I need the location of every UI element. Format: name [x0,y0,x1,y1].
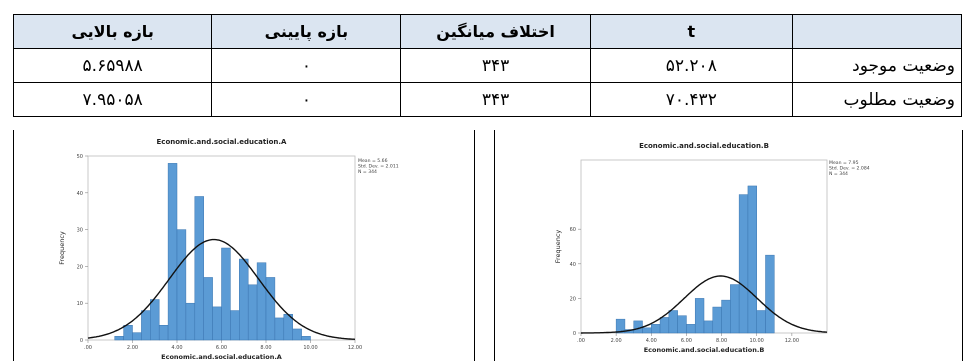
statistics-table: t اختلاف میانگین بازه پایینی بازه بالایی… [12,14,963,117]
histogram-bar [694,298,705,334]
histogram-bar [765,254,775,334]
cell-lower-bound: ۰ [211,82,402,117]
y-tick-label: 0 [80,338,83,344]
histogram-bar [274,317,285,341]
y-axis-label: Frequency [554,230,562,264]
table-header-row: t اختلاف میانگین بازه پایینی بازه بالایی [12,14,963,49]
histogram-bar [185,302,196,341]
cell-t: ۷۰.۴۳۲ [589,82,793,117]
header-cell-mean-difference: اختلاف میانگین [400,14,591,49]
histogram-bar [659,317,670,334]
histogram-bar [265,277,276,341]
header-cell-t: t [589,14,793,49]
chart-title: Economic.and.social.education.B [639,142,769,150]
row-label-desired: وضعیت مطلوب [791,82,963,117]
x-tick-label: 8.00 [716,338,727,344]
histogram-bar [150,299,160,341]
x-axis-label: Economic.and.social.education.B [644,346,765,354]
cell-mean-difference: ۳۴۳ [400,82,591,117]
x-tick-label: 4.00 [171,345,182,351]
histogram-bar [114,336,124,341]
y-tick-label: 40 [77,191,83,197]
histogram-bar [176,229,187,341]
y-tick-label: 60 [570,227,576,233]
x-tick-label: 6.00 [681,338,692,344]
histogram-bar [230,310,240,341]
header-cell-empty [791,14,963,49]
histogram-bar [221,247,231,341]
chart-title: Economic.and.social.education.A [157,138,288,146]
histogram-b-container: 0 20 40 60 .00 2.00 4.00 6.00 8.00 10.00 12.00 Econ… [494,130,963,361]
histogram-bar [256,262,267,341]
x-tick-label: .00 [577,338,585,344]
histogram-bar [212,306,222,341]
y-tick-label: 0 [573,331,576,337]
legend-line: N = 344 [829,171,848,177]
x-tick-label: 2.00 [127,345,138,351]
histogram-bar [642,327,652,334]
histogram-bar [686,324,696,334]
y-tick-label: 20 [77,264,83,270]
cell-mean-difference: ۳۴۳ [400,48,591,83]
histogram-bar [158,325,169,341]
x-tick-label: 2.00 [611,338,622,344]
histogram-bar [141,310,151,341]
histogram-bar [677,315,687,334]
histogram-bar [730,284,740,334]
x-tick-label: .00 [84,345,92,351]
histogram-bar [756,310,766,334]
histogram-bar [668,310,678,334]
histogram-bar [301,336,311,341]
y-tick-label: 40 [570,262,576,268]
y-tick-label: 10 [77,301,83,307]
x-tick-label: 12.00 [785,338,799,344]
x-tick-label: 4.00 [646,338,657,344]
legend-line: N = 344 [358,169,377,175]
normal-curve [581,275,828,334]
x-tick-label: 12.00 [348,345,362,351]
histogram-b: 0 20 40 60 .00 2.00 4.00 6.00 8.00 10.00 12.00 Econ… [554,142,870,354]
histogram-bar [203,277,213,341]
table-row: وضعیت مطلوب ۷۰.۴۳۲ ۳۴۳ ۰ ۷.۹۵۰۵۸ [12,82,963,117]
histogram-bar [167,163,178,341]
legend-line: Std. Dev. = 2.084 [829,166,870,172]
histogram-bar [703,320,714,334]
cell-t: ۵۲.۲۰۸ [589,48,793,83]
histogram-a: 0 10 20 30 40 50 .00 2.00 4.00 6.00 8.00 10.00 12.00… [58,138,399,361]
x-tick-label: 6.00 [216,345,227,351]
histogram-bar [651,324,661,334]
x-tick-label: 10.00 [303,345,317,351]
cell-upper-bound: ۵.۶۵۹۸۸ [12,48,213,83]
y-axis-label: Frequency [58,231,66,265]
histogram-bar [247,284,258,341]
histogram-bar [123,325,133,341]
histogram-bar [132,332,142,341]
header-cell-lower-bound: بازه پایینی [211,14,402,49]
x-tick-label: 10.00 [750,338,764,344]
histogram-bar [292,328,302,341]
histogram-bar [738,194,749,334]
histogram-bar [721,299,731,334]
header-cell-upper-bound: بازه بالایی [12,14,213,49]
histogram-bar [615,318,626,334]
normal-curve [87,238,356,340]
histogram-bar [239,258,249,341]
y-tick-label: 30 [77,228,83,234]
legend-line: Mean = 7.95 [829,160,859,166]
row-label-current: وضعیت موجود [791,48,963,83]
x-tick-label: 8.00 [260,345,271,351]
histogram-a-container: 0 10 20 30 40 50 .00 2.00 4.00 6.00 8.00 10.00 12.00… [13,130,475,361]
histogram-bar [712,306,722,334]
x-axis-label: Economic.and.social.education.A [161,353,282,361]
table-row: وضعیت موجود ۵۲.۲۰۸ ۳۴۳ ۰ ۵.۶۵۹۸۸ [12,48,963,83]
y-tick-label: 20 [570,296,576,302]
cell-lower-bound: ۰ [211,48,402,83]
y-tick-label: 50 [77,154,83,160]
cell-upper-bound: ۷.۹۵۰۵۸ [12,82,213,117]
histogram-bar [194,196,204,341]
legend-line: Mean = 5.66 [358,158,388,164]
legend-line: Std. Dev. = 2.011 [358,164,399,170]
histogram-bar [747,185,757,334]
